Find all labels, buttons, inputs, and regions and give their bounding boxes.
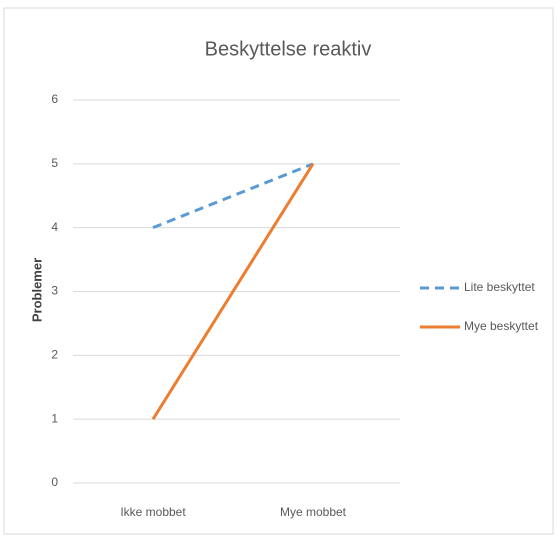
chart-title: Beskyttelse reaktiv [205,38,372,60]
y-tick-label: 1 [51,411,58,425]
series-line [152,162,314,230]
series-line [151,163,315,420]
y-tick-label: 6 [51,92,58,106]
y-tick-label: 2 [51,348,58,362]
y-tick-label: 0 [51,475,58,489]
legend-label: Lite beskyttet [464,280,535,294]
chart-border [3,7,554,535]
legend-label: Mye beskyttet [464,319,539,333]
x-tick-label: Ikke mobbet [120,505,186,519]
y-tick-label: 3 [51,284,58,298]
x-tick-label: Mye mobbet [280,505,347,519]
y-axis-label: Problemer [29,258,44,322]
y-tick-label: 4 [51,220,58,234]
y-tick-label: 5 [51,156,58,170]
